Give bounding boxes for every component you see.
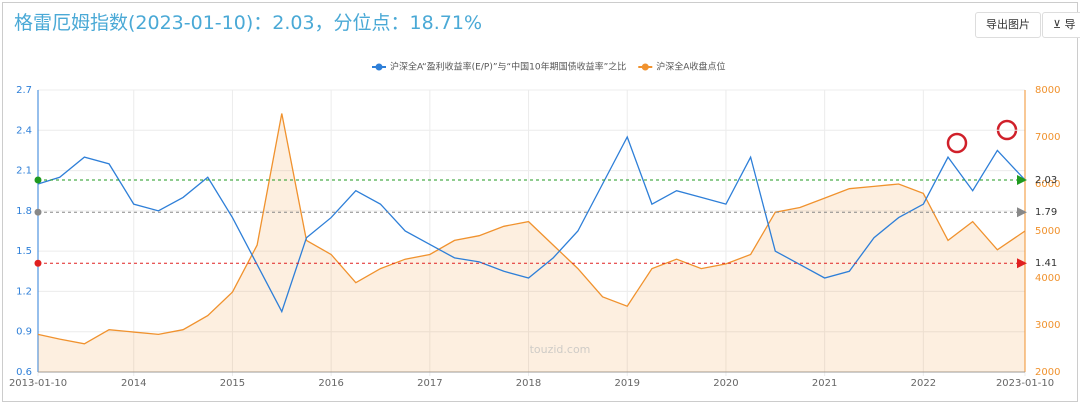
title: 格雷厄姆指数(2023-01-10)：2.03，分位点：18.71% (14, 12, 482, 34)
export-button[interactable]: 导出图片 (975, 12, 1041, 38)
download-button[interactable]: ⊻ 导 (1042, 12, 1080, 38)
